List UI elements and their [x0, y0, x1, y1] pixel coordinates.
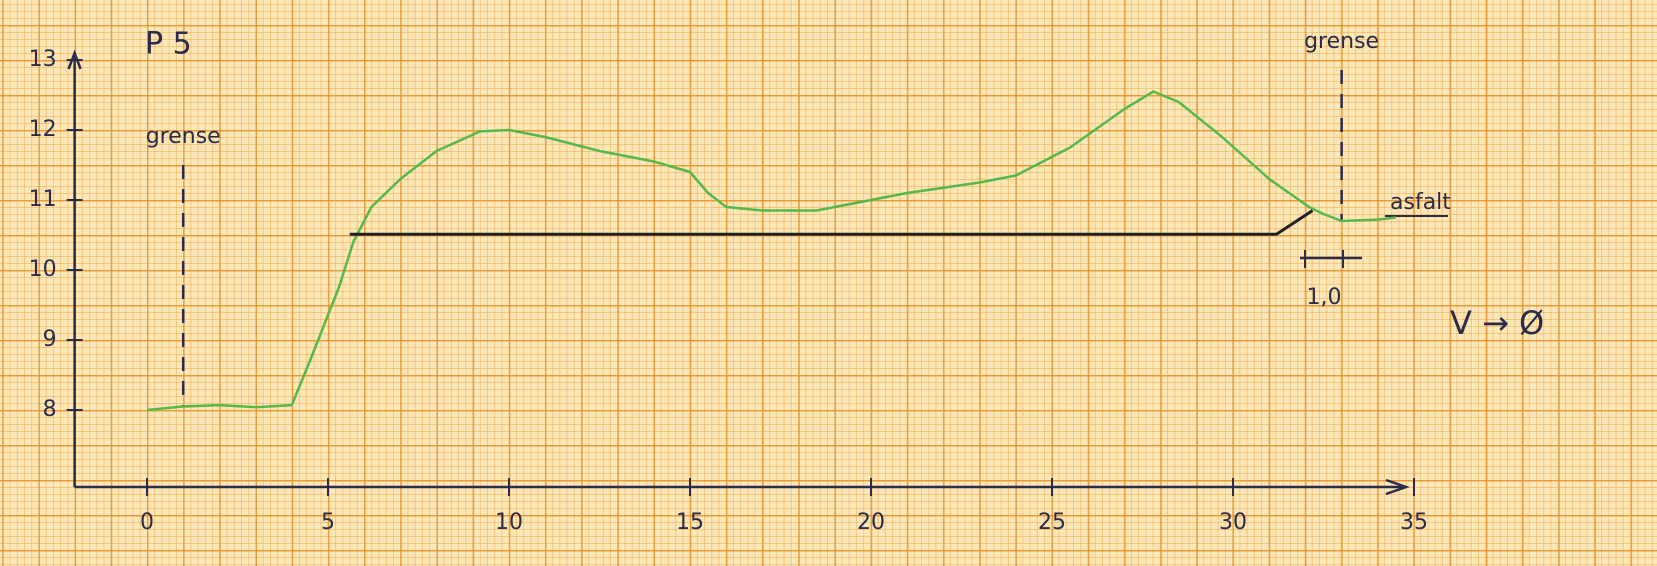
- marker-label: grense: [1304, 29, 1379, 54]
- marker-label: grense: [146, 124, 221, 149]
- y-tick-label: 8: [43, 397, 57, 422]
- y-tick-label: 12: [29, 117, 57, 142]
- chart: P 5 asfalt 1,0 V → Ø 8 9 10 11 12 13 0 5 10 15 20 2…: [0, 0, 1657, 566]
- chart-title: P 5: [145, 27, 192, 62]
- x-tick-label: 35: [1400, 510, 1428, 535]
- y-tick-label: 9: [43, 327, 57, 352]
- data-line: [147, 92, 1396, 411]
- x-tick-label: 30: [1219, 510, 1247, 535]
- data-line: [350, 211, 1313, 235]
- x-tick-label: 10: [495, 510, 523, 535]
- y-tick-label: 11: [29, 187, 57, 212]
- x-tick-label: 20: [857, 510, 885, 535]
- y-tick-label: 13: [29, 47, 57, 72]
- x-tick-label: 25: [1038, 510, 1066, 535]
- x-tick-label: 15: [676, 510, 704, 535]
- annotation: asfalt: [1390, 190, 1451, 215]
- y-tick-label: 10: [29, 257, 57, 282]
- annotation: V → Ø: [1450, 304, 1544, 342]
- annotation: 1,0: [1307, 285, 1342, 310]
- x-tick-label: 5: [321, 510, 335, 535]
- x-tick-label: 0: [140, 510, 154, 535]
- graph-paper: P 5 asfalt 1,0 V → Ø 8 9 10 11 12 13 0 5 10 15 20 2…: [0, 0, 1657, 566]
